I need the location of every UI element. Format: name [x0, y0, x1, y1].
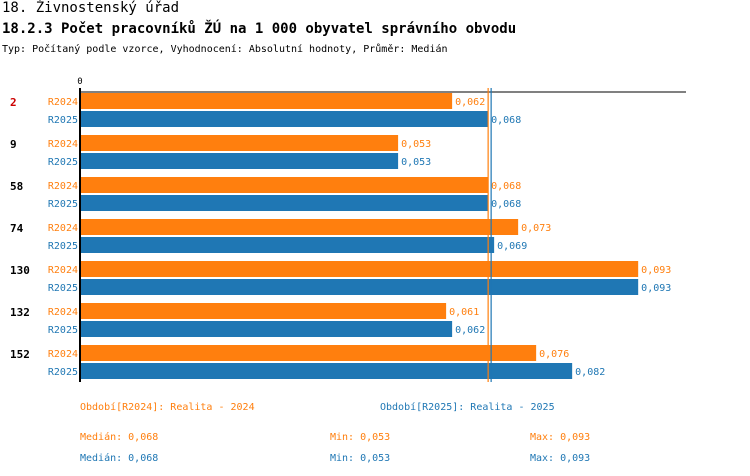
series-label-r2024-58: R2024 [48, 181, 78, 192]
bar-value-label-r2024-74: 0,073 [521, 223, 551, 234]
legend-r2025: Období[R2025]: Realita - 2025 [380, 402, 555, 413]
stat-r2024-median: Medián: 0,068 [80, 432, 159, 443]
bar-r2025-2 [80, 111, 489, 127]
stat-r2024-min: Min: 0,053 [330, 432, 391, 443]
bar-value-label-r2025-58: 0,068 [491, 199, 521, 210]
category-label-58: 58 [10, 180, 23, 193]
stat-r2025-min: Min: 0,053 [330, 453, 391, 464]
axis-zero-label: 0 [77, 77, 82, 87]
series-label-r2025-130: R2025 [48, 283, 78, 294]
bar-value-label-r2025-132: 0,062 [455, 325, 485, 336]
category-label-9: 9 [10, 138, 17, 151]
page-title: 18. Živnostenský úřad [2, 0, 180, 16]
bar-value-label-r2024-152: 0,076 [539, 349, 569, 360]
bar-r2025-132 [80, 321, 453, 337]
bar-value-label-r2025-152: 0,082 [575, 367, 605, 378]
bar-value-label-r2025-74: 0,069 [497, 241, 527, 252]
bar-value-label-r2025-9: 0,053 [401, 157, 431, 168]
bar-r2024-2 [80, 93, 453, 109]
bar-r2024-58 [80, 177, 489, 193]
series-label-r2024-130: R2024 [48, 265, 78, 276]
category-label-132: 132 [10, 306, 30, 319]
series-label-r2024-9: R2024 [48, 139, 78, 150]
series-label-r2025-2: R2025 [48, 115, 78, 126]
bar-value-label-r2024-2: 0,062 [455, 97, 485, 108]
stat-r2024-max: Max: 0,093 [530, 432, 591, 443]
category-label-130: 130 [10, 264, 30, 277]
bar-r2025-152 [80, 363, 573, 379]
bar-value-label-r2025-2: 0,068 [491, 115, 521, 126]
series-label-r2025-152: R2025 [48, 367, 78, 378]
series-label-r2024-74: R2024 [48, 223, 78, 234]
bar-value-label-r2025-130: 0,093 [641, 283, 671, 294]
series-label-r2024-152: R2024 [48, 349, 78, 360]
bar-r2024-130 [80, 261, 639, 277]
bar-r2025-58 [80, 195, 489, 211]
bar-r2024-74 [80, 219, 519, 235]
series-label-r2025-132: R2025 [48, 325, 78, 336]
series-label-r2024-132: R2024 [48, 307, 78, 318]
bar-r2024-152 [80, 345, 537, 361]
series-label-r2025-74: R2025 [48, 241, 78, 252]
bar-r2025-130 [80, 279, 639, 295]
category-label-2: 2 [10, 96, 17, 109]
chart-title: 18.2.3 Počet pracovníků ŽÚ na 1 000 obyv… [2, 21, 517, 37]
bar-value-label-r2024-9: 0,053 [401, 139, 431, 150]
category-label-152: 152 [10, 348, 30, 361]
stat-r2025-median: Medián: 0,068 [80, 453, 159, 464]
series-label-r2025-9: R2025 [48, 157, 78, 168]
bar-chart: 0 2 R2024 0,062 R2025 0,068 9 R2024 0,053 R2025 0,… [10, 77, 686, 382]
stat-r2025-max: Max: 0,093 [530, 453, 591, 464]
bar-value-label-r2024-58: 0,068 [491, 181, 521, 192]
bar-r2025-9 [80, 153, 399, 169]
bar-r2024-9 [80, 135, 399, 151]
chart-type-line: Typ: Počítaný podle vzorce, Vyhodnocení:… [2, 44, 448, 55]
bar-value-label-r2024-130: 0,093 [641, 265, 671, 276]
category-label-74: 74 [10, 222, 24, 235]
series-label-r2024-2: R2024 [48, 97, 78, 108]
legend-r2024: Období[R2024]: Realita - 2024 [80, 402, 255, 413]
bar-value-label-r2024-132: 0,061 [449, 307, 479, 318]
bar-r2025-74 [80, 237, 495, 253]
series-label-r2025-58: R2025 [48, 199, 78, 210]
bar-r2024-132 [80, 303, 447, 319]
